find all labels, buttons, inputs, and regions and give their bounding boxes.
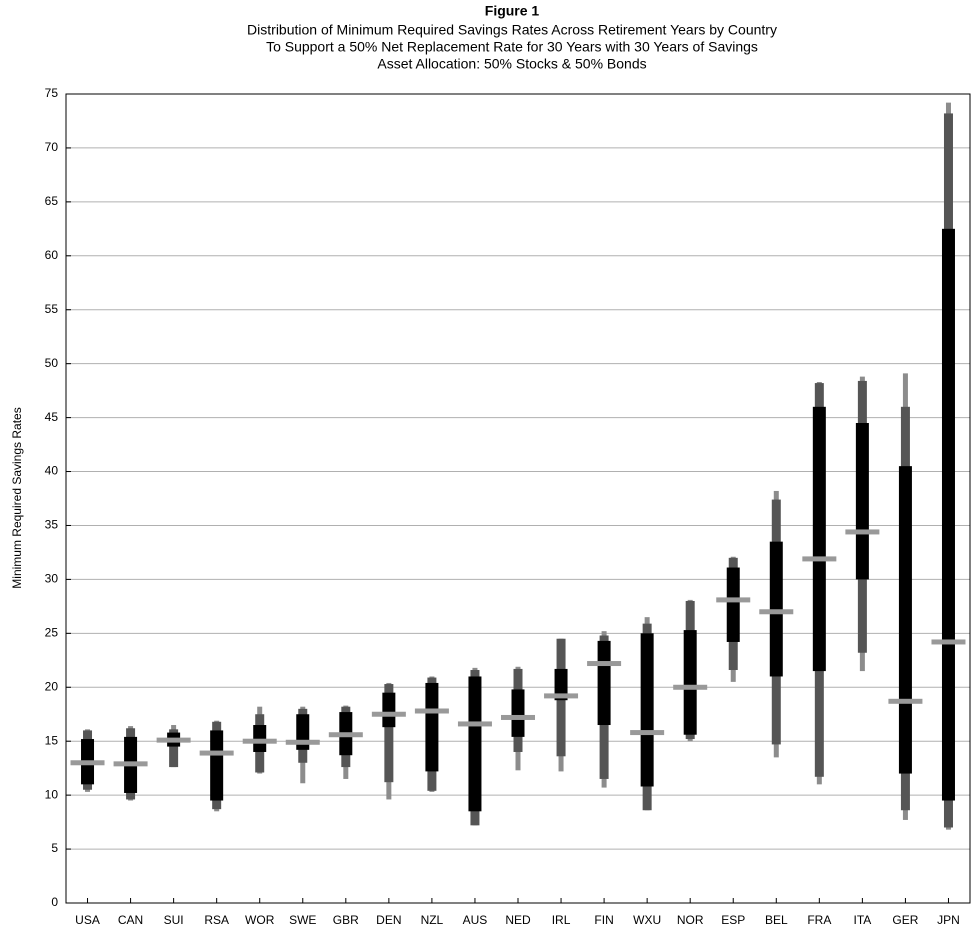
median (70, 760, 105, 766)
y-tick-label: 5 (51, 841, 58, 855)
x-tick-label: ESP (721, 913, 745, 927)
median (457, 721, 492, 727)
y-tick-label: 65 (45, 194, 59, 208)
y-tick-label: 70 (45, 140, 59, 154)
x-tick-label: SWE (289, 913, 316, 927)
range-bar (210, 730, 224, 801)
x-tick-label: DEN (376, 913, 401, 927)
x-tick-label: FRA (807, 913, 831, 927)
x-tick-label: GBR (333, 913, 359, 927)
range-bar (855, 422, 869, 580)
median (113, 761, 148, 767)
y-tick-label: 60 (45, 248, 59, 262)
range-bar (726, 567, 740, 642)
x-tick-label: CAN (118, 913, 143, 927)
chart-title: Figure 1 (485, 3, 540, 19)
range-bar (468, 676, 482, 812)
x-tick-label: SUI (164, 913, 184, 927)
plot-frame (65, 93, 971, 904)
chart-subtitle: To Support a 50% Net Replacement Rate fo… (266, 39, 758, 55)
range-bar (769, 541, 783, 677)
range-bar (253, 725, 267, 752)
y-axis-label: Minimum Required Savings Rates (10, 407, 24, 588)
range-bar (384, 684, 394, 783)
range-bar (554, 668, 568, 701)
y-tick-label: 20 (45, 679, 59, 693)
median (156, 737, 191, 743)
range-bar (941, 228, 955, 801)
range-bar (511, 689, 525, 737)
y-tick-label: 35 (45, 518, 59, 532)
median (888, 698, 923, 704)
median (328, 732, 363, 738)
x-tick-label: WXU (633, 913, 661, 927)
median (759, 609, 794, 615)
range-bar (683, 630, 697, 735)
median (673, 684, 708, 690)
y-tick-label: 55 (45, 302, 59, 316)
y-tick-label: 30 (45, 572, 59, 586)
median (716, 597, 751, 603)
median (414, 708, 449, 714)
x-tick-label: NZL (421, 913, 444, 927)
range-bar (640, 633, 654, 787)
y-tick-label: 0 (51, 895, 58, 909)
chart-subtitle: Asset Allocation: 50% Stocks & 50% Bonds (377, 56, 646, 72)
range-bar (597, 640, 611, 726)
x-tick-label: ITA (853, 913, 871, 927)
chart-subtitle: Distribution of Minimum Required Savings… (247, 22, 777, 38)
median (544, 693, 579, 699)
x-tick-label: AUS (463, 913, 488, 927)
y-tick-label: 45 (45, 410, 59, 424)
range-bar (382, 692, 396, 728)
x-tick-label: BEL (765, 913, 788, 927)
median (931, 639, 966, 645)
range-bar (812, 406, 826, 672)
x-tick-label: RSA (204, 913, 229, 927)
median (587, 661, 622, 667)
x-tick-label: WOR (245, 913, 275, 927)
x-tick-label: NOR (677, 913, 704, 927)
x-tick-label: FIN (594, 913, 613, 927)
x-tick-label: USA (75, 913, 100, 927)
x-tick-label: IRL (552, 913, 571, 927)
y-tick-label: 10 (45, 787, 59, 801)
y-tick-label: 75 (45, 86, 59, 100)
range-bar (425, 682, 439, 772)
median (242, 738, 277, 744)
x-tick-label: JPN (937, 913, 960, 927)
median (802, 556, 837, 562)
x-tick-label: GER (892, 913, 918, 927)
y-tick-label: 25 (45, 626, 59, 640)
median (501, 714, 535, 720)
median (845, 529, 880, 535)
y-tick-label: 15 (45, 733, 59, 747)
median (630, 730, 665, 736)
median (371, 711, 406, 717)
median (285, 739, 320, 745)
range-bar (169, 729, 179, 768)
y-tick-label: 50 (45, 356, 59, 370)
y-tick-label: 40 (45, 464, 59, 478)
median (199, 750, 234, 756)
range-bar (898, 466, 912, 774)
x-tick-label: NED (505, 913, 531, 927)
